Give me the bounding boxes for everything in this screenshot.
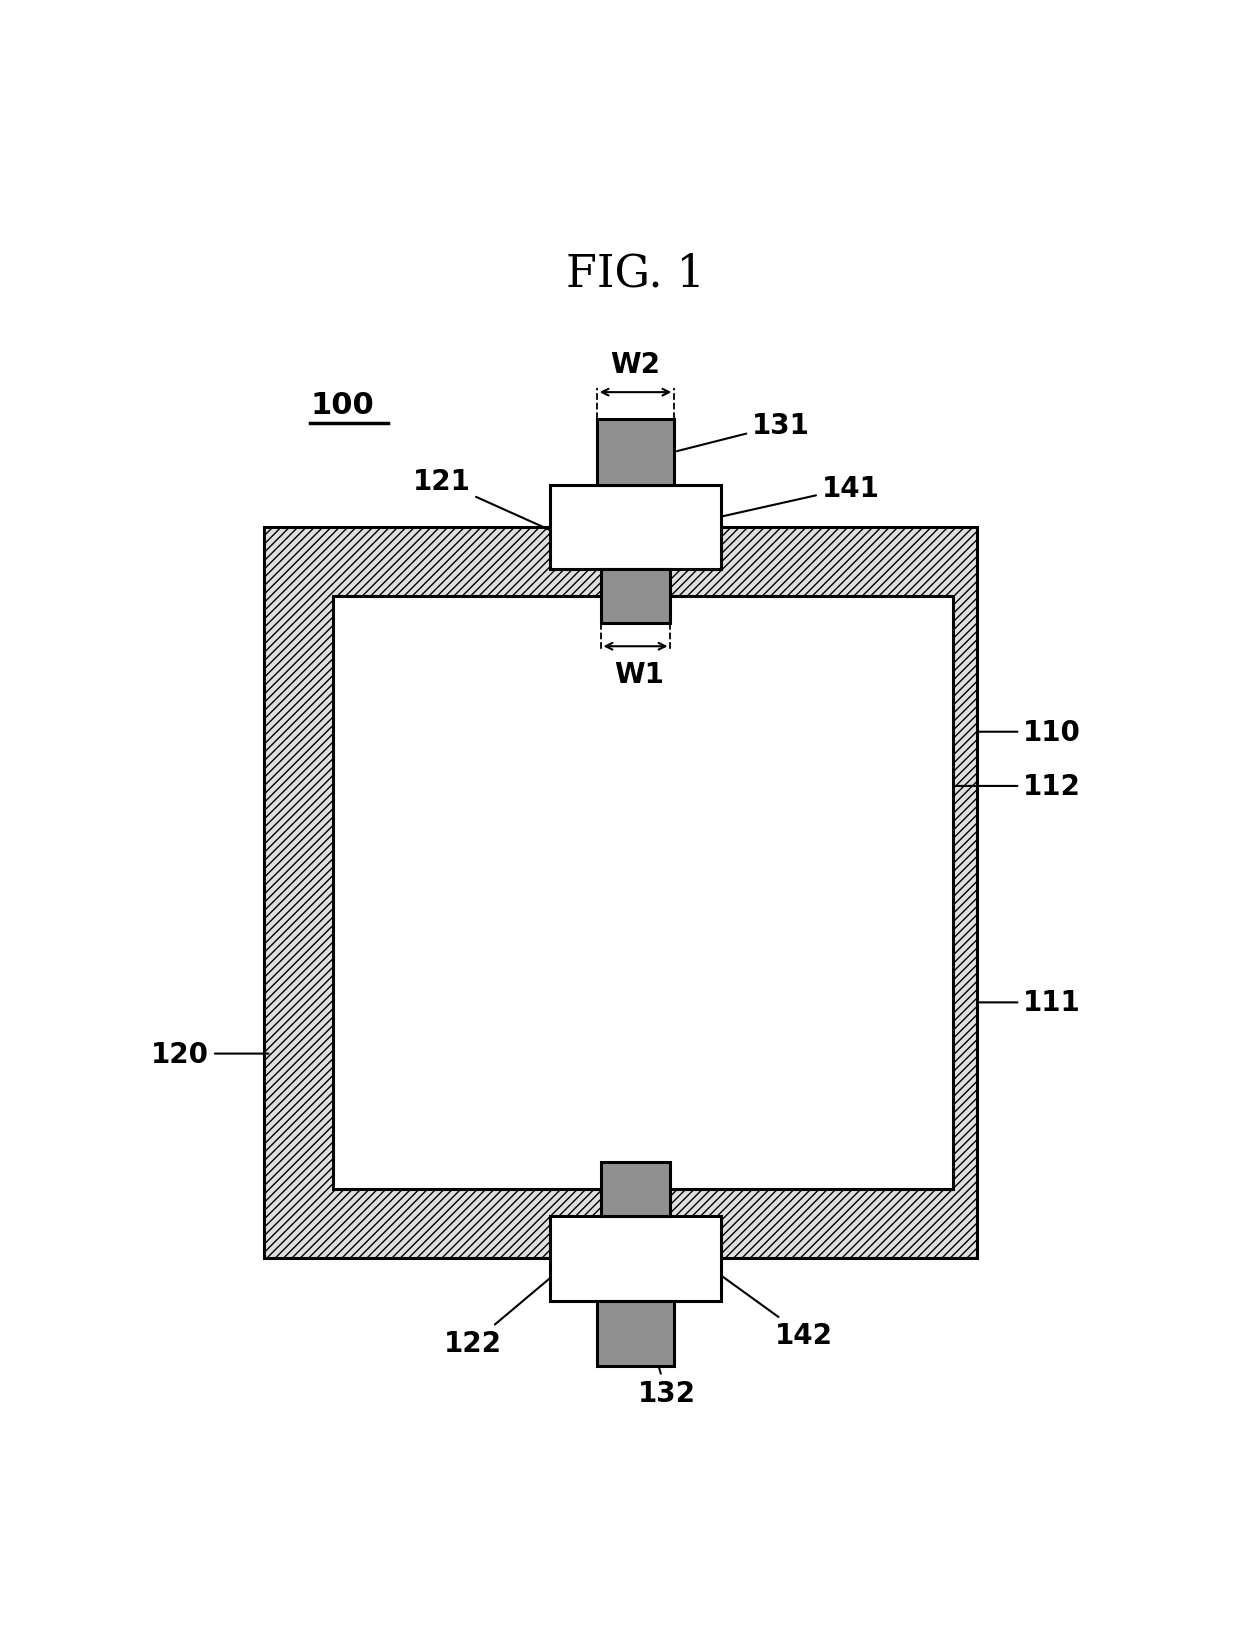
Text: W1: W1	[615, 661, 665, 688]
Text: W2: W2	[610, 351, 661, 379]
Text: 141: 141	[715, 474, 879, 518]
Bar	[263, 528, 977, 1259]
Text: FIG. 1: FIG. 1	[567, 252, 704, 295]
Text: 111: 111	[980, 988, 1081, 1016]
Text: 110: 110	[980, 718, 1081, 746]
Bar	[596, 420, 675, 485]
Bar	[551, 1216, 720, 1301]
Bar	[334, 597, 954, 1190]
Bar	[600, 1162, 671, 1216]
Text: 131: 131	[677, 411, 810, 452]
Text: 121: 121	[413, 469, 559, 534]
Text: 120: 120	[151, 1039, 269, 1069]
Bar	[551, 485, 720, 570]
Text: 122: 122	[444, 1260, 572, 1357]
Bar	[600, 570, 671, 624]
Text: 142: 142	[712, 1269, 833, 1349]
Bar	[596, 1301, 675, 1367]
Text: 112: 112	[956, 772, 1081, 800]
Text: 132: 132	[637, 1342, 696, 1408]
Text: 100: 100	[310, 390, 373, 420]
